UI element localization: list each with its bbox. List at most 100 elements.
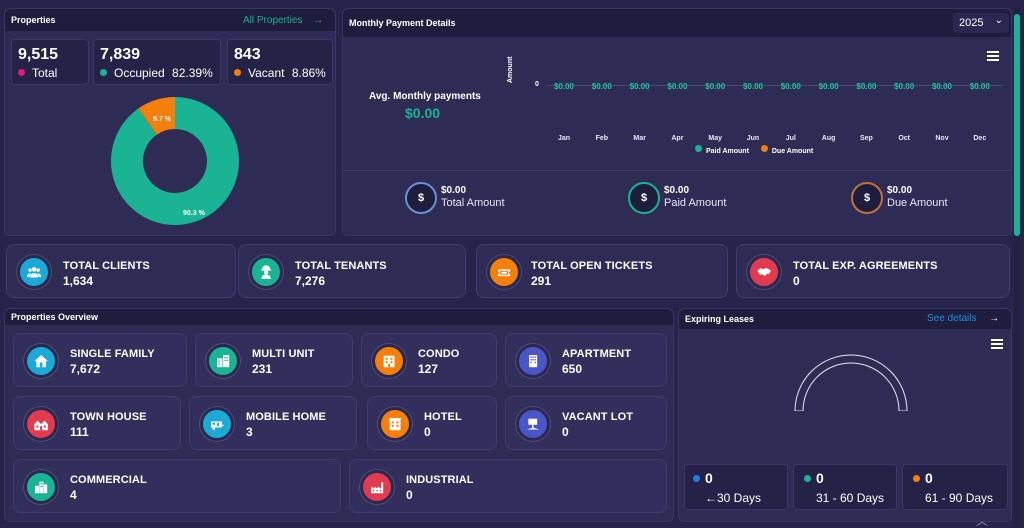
total-open-tickets-card[interactable]: TOTAL OPEN TICKETS 291	[476, 244, 728, 298]
total-open-tickets-value: 291	[531, 274, 552, 288]
scroll-up-icon[interactable]: ︿	[976, 514, 989, 528]
lease-30-label: ←30 Days	[705, 491, 762, 505]
summary-divider	[343, 170, 1011, 171]
month-label: Jun	[746, 135, 760, 142]
total-exp-agreements-card[interactable]: TOTAL EXP. AGREEMENTS 0	[736, 244, 1010, 298]
due-legend-dot	[760, 145, 768, 152]
hotel-tile[interactable]: HOTEL 0	[367, 396, 497, 450]
lease-60-value: 0	[816, 470, 824, 486]
leases-header: Expiring Leases See details →	[679, 309, 1011, 329]
month-label: May	[708, 135, 722, 142]
mobile-home-icon	[200, 407, 234, 441]
year-select-value: 2025	[959, 17, 984, 29]
payment-panel: Monthly Payment Details 2025 ⌄ Avg. Mont…	[342, 8, 1012, 236]
industrial-title: INDUSTRIAL	[406, 474, 474, 486]
commercial-title: COMMERCIAL	[70, 474, 147, 486]
total-dot	[18, 69, 25, 76]
all-properties-label: All Properties	[243, 15, 303, 26]
vacant-lot-value: 0	[562, 425, 569, 439]
hotel-title: HOTEL	[424, 411, 462, 423]
lease-61-90-days[interactable]: 0 61 - 90 Days	[902, 464, 1008, 510]
apartment-value: 650	[562, 362, 583, 376]
leases-gauge-chart	[794, 354, 908, 411]
total-tenants-value: 7,276	[295, 274, 326, 288]
commercial-tile[interactable]: COMMERCIAL 4	[13, 459, 341, 513]
multi-unit-tile[interactable]: MULTI UNIT 231	[195, 333, 353, 387]
point-label: $0.00	[931, 82, 953, 91]
lease-30-dot	[693, 475, 700, 482]
stat-total: 9,515 Total	[11, 39, 89, 85]
lease-60-label: 31 - 60 Days	[816, 491, 885, 505]
point-label: $0.00	[629, 82, 650, 91]
stat-occupied-pct: 82.39%	[172, 66, 213, 80]
total-exp-agreements-title: TOTAL EXP. AGREEMENTS	[793, 260, 938, 272]
stat-total-value: 9,515	[18, 46, 59, 63]
month-label: Nov	[935, 135, 949, 142]
commercial-icon	[24, 470, 58, 504]
legend-due: Due Amount	[771, 148, 814, 155]
month-label: Oct	[898, 135, 911, 142]
mobile-home-tile[interactable]: MOBILE HOME 3	[189, 396, 357, 450]
due-amount-label: Due Amount	[887, 197, 948, 209]
point-label: $0.00	[591, 82, 612, 91]
total-clients-value: 1,634	[63, 274, 94, 288]
month-label: Jan	[557, 135, 571, 142]
point-label: $0.00	[553, 82, 575, 91]
single-family-title: SINGLE FAMILY	[70, 348, 155, 360]
total-open-tickets-title: TOTAL OPEN TICKETS	[531, 260, 653, 272]
all-properties-link[interactable]: All Properties →	[243, 15, 323, 26]
point-label: $0.00	[818, 82, 839, 91]
town-house-tile[interactable]: TOWN HOUSE 111	[13, 396, 181, 450]
month-label: Apr	[671, 135, 684, 142]
town-house-title: TOWN HOUSE	[70, 411, 147, 423]
scrollbar-thumb[interactable]	[1014, 14, 1020, 236]
y-axis-label: Amount	[507, 56, 514, 83]
vacant-lot-tile[interactable]: VACANT LOT 0	[505, 396, 667, 450]
hotel-value: 0	[424, 425, 431, 439]
properties-overview-panel: Properties Overview SINGLE FAMILY 7,672 …	[4, 308, 674, 522]
multi-unit-title: MULTI UNIT	[252, 348, 315, 360]
donut-label-0: 90.3 %	[183, 210, 206, 217]
overview-title: Properties Overview	[11, 312, 99, 322]
month-label: Sep	[859, 135, 873, 142]
apartment-tile[interactable]: APARTMENT 650	[505, 333, 667, 387]
donut-slice-1[interactable]	[138, 97, 175, 135]
stat-occupied: 7,839 Occupied 82.39%	[93, 39, 221, 85]
year-select[interactable]: 2025 ⌄	[953, 13, 1009, 33]
month-label: Dec	[973, 135, 987, 142]
point-label: $0.00	[742, 82, 764, 91]
occupancy-donut-chart: 9.7 % 90.3 %	[110, 97, 239, 225]
see-details-link[interactable]: See details →	[927, 313, 999, 324]
total-clients-card[interactable]: TOTAL CLIENTS 1,634	[6, 244, 236, 298]
mobile-home-title: MOBILE HOME	[246, 411, 326, 423]
scrollbar-track[interactable]	[1014, 8, 1020, 528]
stat-vacant: 843 Vacant 8.86%	[227, 39, 333, 85]
total-tenants-card[interactable]: TOTAL TENANTS 7,276	[238, 244, 466, 298]
paid-amount-value: $0.00	[664, 185, 690, 196]
due-amount-icon: $	[851, 182, 883, 214]
point-label: $0.00	[969, 82, 990, 91]
chart-legend: Paid Amount Due Amount	[695, 145, 813, 155]
condo-tile[interactable]: CONDO 127	[361, 333, 497, 387]
stat-vacant-pct: 8.86%	[291, 66, 326, 80]
point-label: $0.00	[705, 82, 726, 91]
lease-31-60-days[interactable]: 0 31 - 60 Days	[793, 464, 897, 510]
lease-60-dot	[804, 475, 811, 482]
agreements-icon	[747, 255, 781, 289]
chart-menu-icon[interactable]	[987, 51, 999, 61]
payment-title: Monthly Payment Details	[349, 18, 456, 28]
industrial-value: 0	[406, 488, 413, 502]
arrow-right-icon: →	[989, 313, 1000, 324]
avg-payments-label: Avg. Monthly payments	[369, 91, 481, 102]
apartment-title: APARTMENT	[562, 348, 632, 360]
legend-paid: Paid Amount	[706, 148, 749, 155]
single-family-tile[interactable]: SINGLE FAMILY 7,672	[13, 333, 187, 387]
industrial-tile[interactable]: INDUSTRIAL 0	[349, 459, 667, 513]
leases-chart-menu-icon[interactable]	[991, 339, 1003, 349]
donut-slice-0[interactable]	[110, 97, 239, 225]
total-amount-icon: $	[405, 182, 437, 214]
stat-vacant-value: 843	[234, 46, 261, 63]
apartment-icon	[516, 344, 550, 378]
hotel-icon	[378, 407, 412, 441]
lease-30-days[interactable]: 0 ←30 Days	[684, 464, 788, 510]
